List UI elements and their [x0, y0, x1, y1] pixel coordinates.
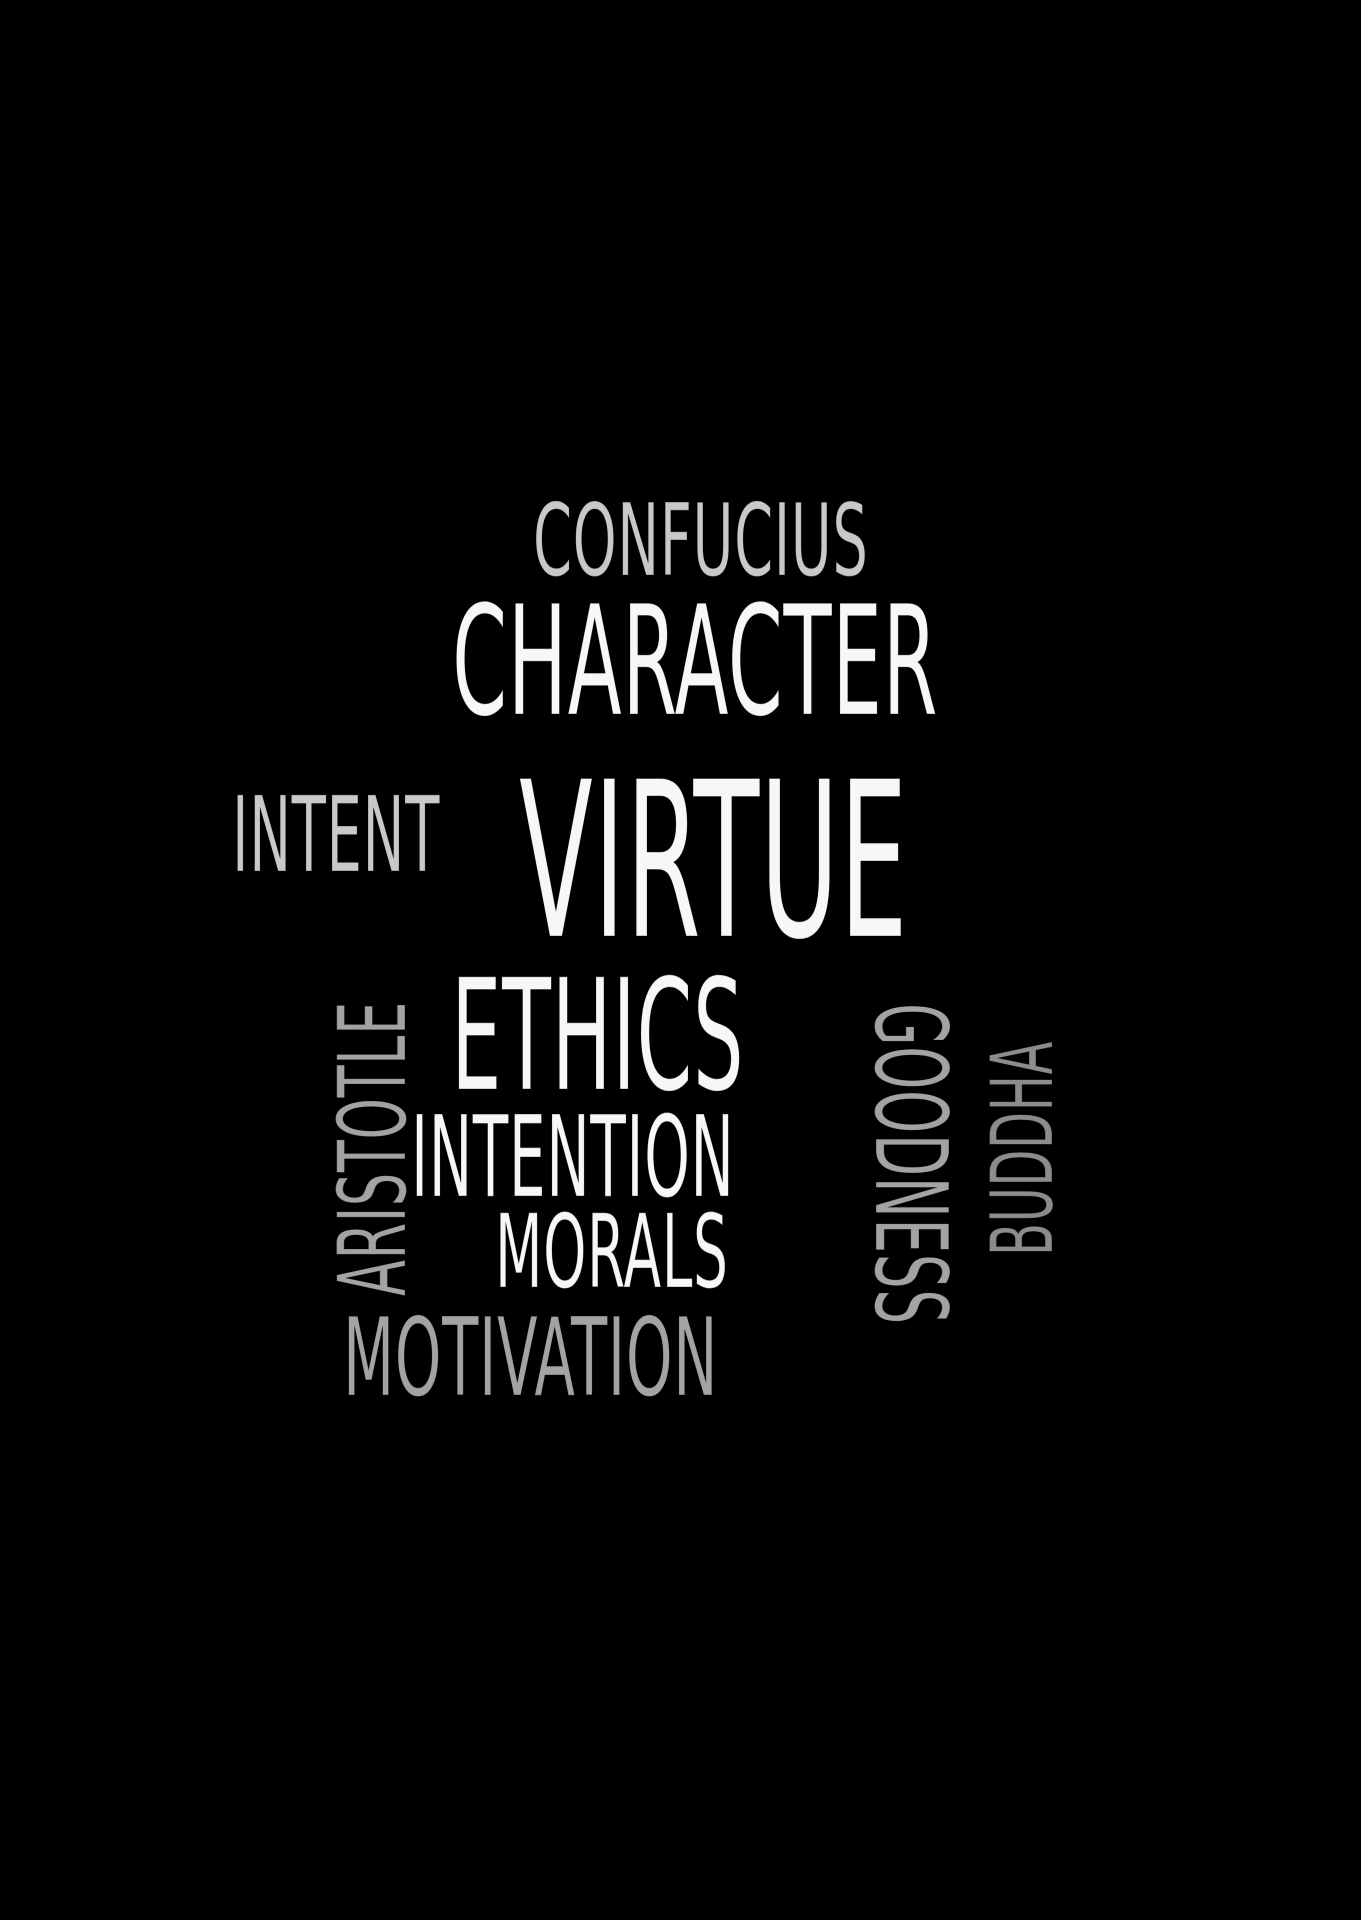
word-intention: INTENTION	[411, 1093, 735, 1223]
word-morals: MORALS	[495, 1193, 729, 1312]
word-confucius: CONFUCIUS	[533, 482, 869, 599]
word-buddha: BUDDHA	[973, 1041, 1074, 1257]
word-aristotle: ARISTOTLE	[319, 1001, 429, 1297]
word-goodness: GOODNESS	[852, 1003, 970, 1325]
word-ethics: ETHICS	[451, 947, 745, 1126]
word-virtue: VIRTUE	[519, 736, 909, 987]
word-intent: INTENT	[232, 774, 440, 896]
word-character: CHARACTER	[452, 573, 939, 750]
word-motivation: MOTIVATION	[343, 1296, 719, 1421]
